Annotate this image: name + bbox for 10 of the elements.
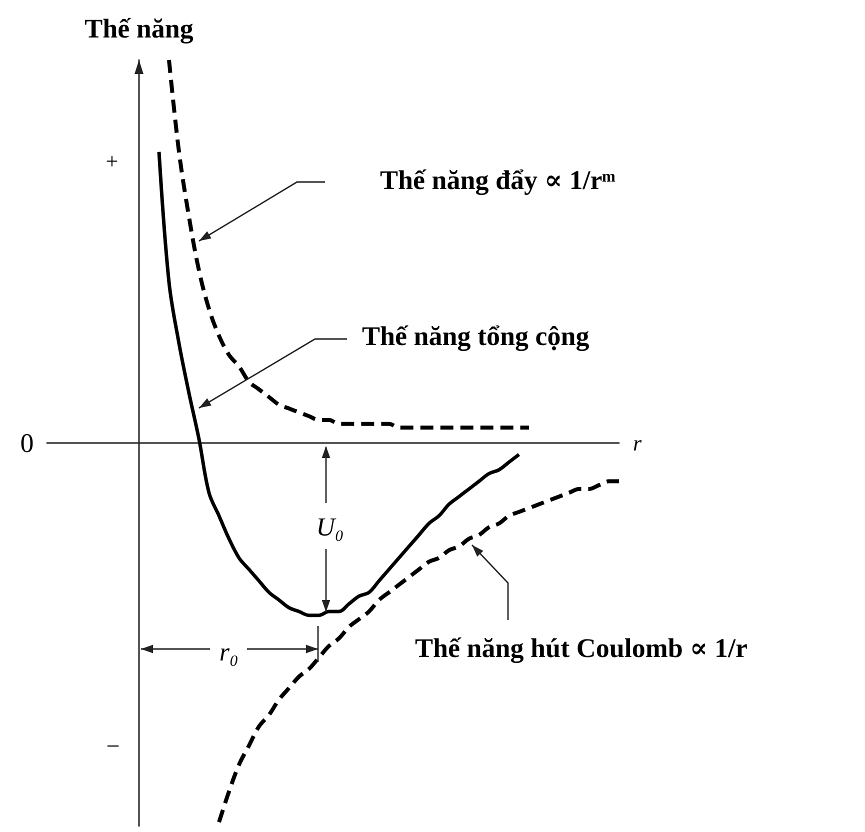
annotation: r₀ [219, 638, 239, 666]
annotation: Thế năng đẩy ∝ 1/rᵐ [380, 165, 616, 195]
annotation: U₀ [316, 512, 344, 542]
annotation: Thế năng tổng cộng [362, 321, 590, 351]
text: + [106, 148, 118, 174]
y-axis-title: Thế năng [84, 14, 194, 44]
x-axis-title: r [633, 430, 642, 456]
annotation: Thế năng hút Coulomb ∝ 1/r [415, 633, 748, 663]
text: − [106, 734, 120, 760]
text: 0 [20, 428, 34, 458]
